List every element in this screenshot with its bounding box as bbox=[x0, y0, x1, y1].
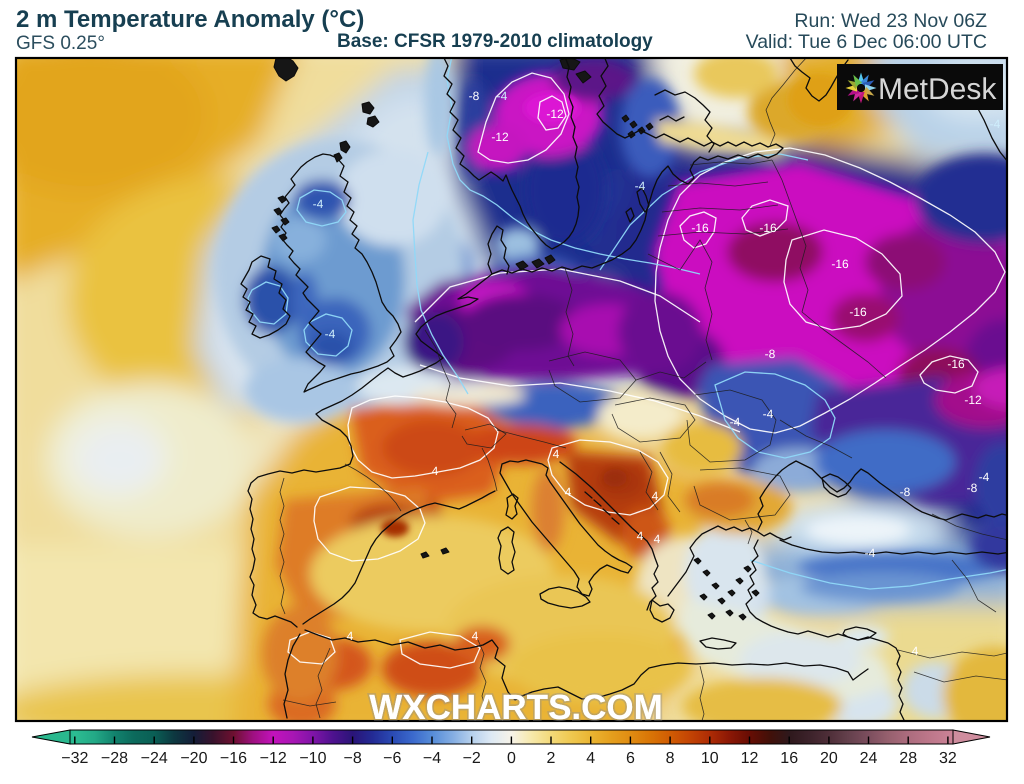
svg-text:4: 4 bbox=[472, 629, 479, 643]
svg-text:-16: -16 bbox=[947, 357, 965, 371]
svg-text:-4: -4 bbox=[313, 197, 324, 211]
svg-text:WXCHARTS.COM: WXCHARTS.COM bbox=[369, 688, 663, 727]
svg-text:-4: -4 bbox=[497, 89, 508, 103]
svg-text:4: 4 bbox=[565, 485, 572, 499]
svg-text:-12: -12 bbox=[964, 393, 982, 407]
svg-text:4: 4 bbox=[637, 529, 644, 543]
svg-text:−24: −24 bbox=[141, 750, 168, 767]
svg-text:-16: -16 bbox=[691, 221, 709, 235]
svg-text:4: 4 bbox=[553, 447, 560, 461]
svg-text:-8: -8 bbox=[967, 481, 978, 495]
svg-text:4: 4 bbox=[347, 629, 354, 643]
svg-text:-4: -4 bbox=[763, 407, 774, 421]
svg-text:32: 32 bbox=[939, 750, 957, 767]
svg-text:−6: −6 bbox=[383, 750, 401, 767]
svg-text:-4: -4 bbox=[990, 117, 1001, 131]
svg-text:20: 20 bbox=[820, 750, 838, 767]
svg-text:2: 2 bbox=[547, 750, 556, 767]
svg-text:4: 4 bbox=[912, 644, 919, 658]
svg-text:4: 4 bbox=[586, 750, 595, 767]
svg-text:−2: −2 bbox=[463, 750, 481, 767]
svg-text:6: 6 bbox=[626, 750, 635, 767]
svg-text:4: 4 bbox=[432, 464, 439, 478]
svg-text:-4: -4 bbox=[865, 546, 876, 560]
svg-text:-4: -4 bbox=[325, 327, 336, 341]
svg-text:-16: -16 bbox=[831, 257, 849, 271]
svg-text:-8: -8 bbox=[900, 485, 911, 499]
svg-text:WXCHARTS.COM: WXCHARTS.COM bbox=[369, 688, 663, 727]
svg-text:-8: -8 bbox=[765, 347, 776, 361]
svg-text:-12: -12 bbox=[546, 107, 564, 121]
svg-text:4: 4 bbox=[654, 532, 661, 546]
svg-text:8: 8 bbox=[666, 750, 675, 767]
svg-text:−20: −20 bbox=[180, 750, 207, 767]
svg-text:4: 4 bbox=[652, 489, 659, 503]
svg-text:−16: −16 bbox=[220, 750, 247, 767]
svg-text:-4: -4 bbox=[635, 179, 646, 193]
svg-text:−12: −12 bbox=[260, 750, 287, 767]
svg-text:-12: -12 bbox=[491, 130, 509, 144]
svg-text:-4: -4 bbox=[979, 470, 990, 484]
svg-text:-16: -16 bbox=[849, 305, 867, 319]
svg-text:−10: −10 bbox=[299, 750, 326, 767]
svg-text:-8: -8 bbox=[469, 89, 480, 103]
svg-text:MetDesk: MetDesk bbox=[878, 73, 997, 106]
svg-text:24: 24 bbox=[860, 750, 878, 767]
svg-text:−32: −32 bbox=[61, 750, 88, 767]
svg-text:0: 0 bbox=[507, 750, 516, 767]
svg-text:16: 16 bbox=[780, 750, 798, 767]
svg-text:−28: −28 bbox=[101, 750, 128, 767]
svg-text:12: 12 bbox=[741, 750, 759, 767]
svg-text:−8: −8 bbox=[343, 750, 361, 767]
svg-text:-16: -16 bbox=[759, 221, 777, 235]
svg-text:-4: -4 bbox=[730, 415, 741, 429]
svg-text:10: 10 bbox=[701, 750, 719, 767]
svg-text:−4: −4 bbox=[423, 750, 441, 767]
svg-text:28: 28 bbox=[899, 750, 917, 767]
